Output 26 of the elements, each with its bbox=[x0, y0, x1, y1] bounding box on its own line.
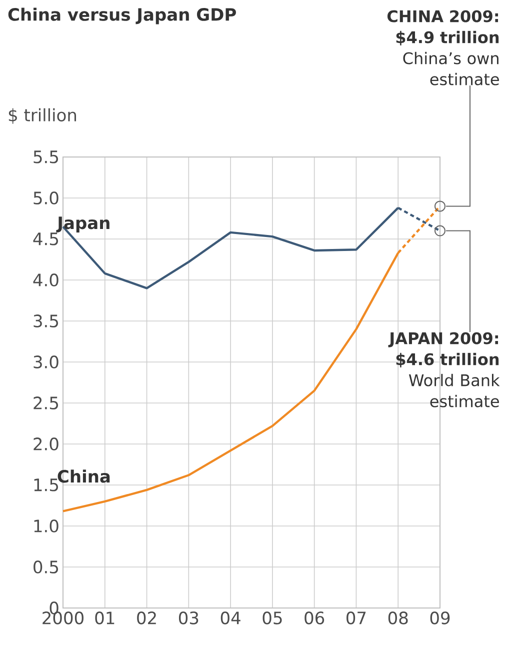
y-tick-label: 2.0 bbox=[34, 438, 58, 450]
annotation: CHINA 2009: $4.9 trillion China’s own estimate bbox=[387, 10, 499, 86]
y-tick-label: 1.0 bbox=[34, 520, 58, 532]
x-tick-label: 03 bbox=[178, 612, 198, 624]
x-tick-label: 08 bbox=[388, 612, 408, 624]
y-tick-label: 3.0 bbox=[34, 356, 58, 368]
y-tick-label: 3.5 bbox=[34, 314, 58, 328]
y-tick-label: 0.5 bbox=[34, 560, 58, 574]
x-tick-label: 01 bbox=[95, 612, 114, 624]
y-tick-label: 5.0 bbox=[34, 192, 58, 204]
y-tick-label: 5.5 bbox=[34, 150, 58, 164]
x-tick-label: 05 bbox=[262, 612, 282, 624]
annotation: JAPAN 2009: $4.6 trillion World Bank estimate bbox=[388, 332, 500, 408]
x-tick-label: 06 bbox=[304, 612, 324, 624]
y-tick-label: 1.5 bbox=[34, 478, 58, 492]
chart-title: China versus Japan GDP bbox=[8, 8, 236, 24]
y-tick-label: 2.5 bbox=[34, 396, 58, 410]
x-tick-label: 09 bbox=[430, 612, 450, 624]
x-tick-label: 07 bbox=[346, 612, 366, 624]
y-tick-label: 4.0 bbox=[33, 274, 58, 286]
y-tick-label: 4.5 bbox=[33, 232, 58, 246]
x-tick-label: 04 bbox=[220, 612, 240, 624]
series-label: China bbox=[58, 470, 110, 483]
series-label: Japan bbox=[56, 216, 110, 233]
x-tick-label: 02 bbox=[137, 612, 156, 624]
y-axis-title: $ trillion bbox=[8, 108, 76, 124]
